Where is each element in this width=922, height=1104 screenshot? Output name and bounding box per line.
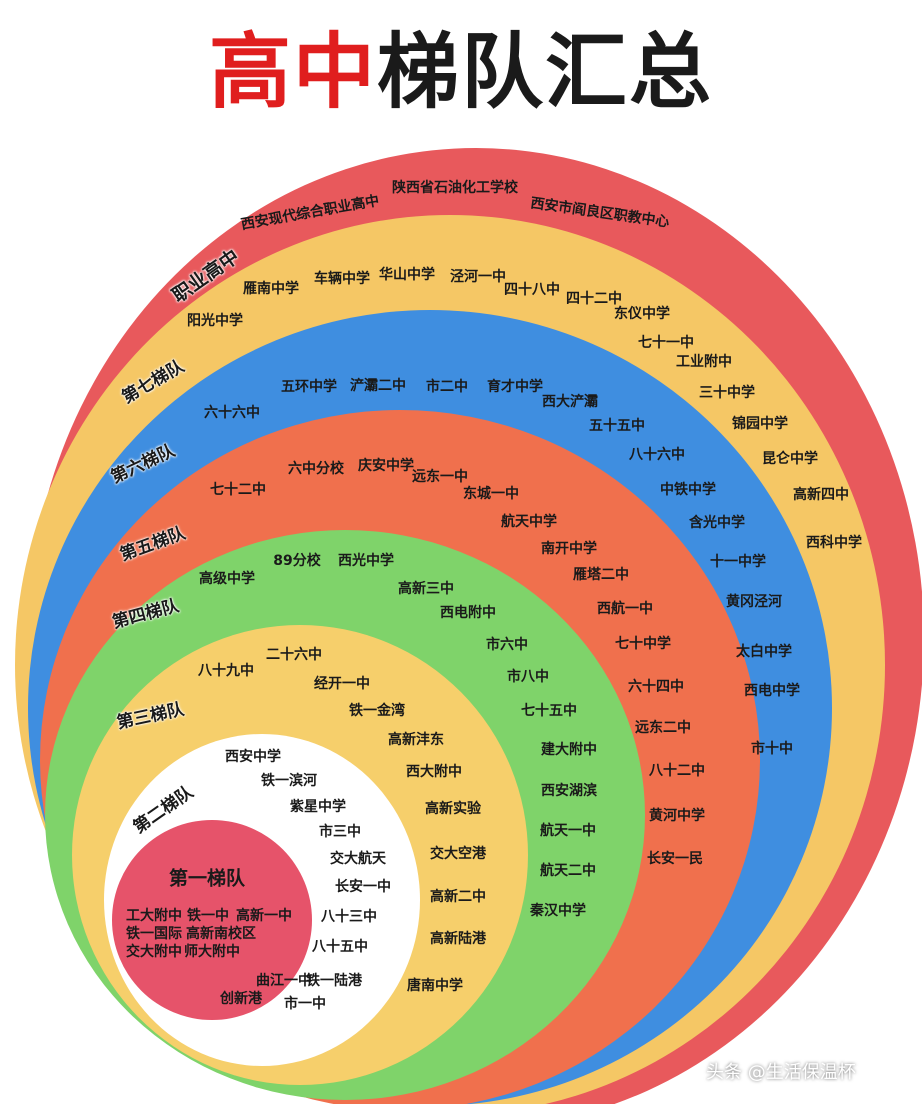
school-label: 西大浐灞 (542, 394, 598, 410)
school-label: 八十五中 (312, 939, 368, 955)
school-label: 育才中学 (487, 379, 543, 395)
school-label: 四十二中 (566, 291, 622, 307)
school-label: 铁一滨河 (261, 773, 317, 789)
school-label: 西大附中 (406, 764, 462, 780)
school-label: 浐灞二中 (350, 378, 406, 394)
school-label: 市六中 (486, 637, 528, 653)
school-label: 四十八中 (504, 282, 560, 298)
school-label: 锦园中学 (732, 416, 788, 432)
school-label: 远东二中 (635, 720, 691, 736)
school-label: 铁一中 (187, 908, 229, 924)
school-label: 黄河中学 (649, 808, 705, 824)
school-label: 航天二中 (540, 863, 596, 879)
school-label: 西航一中 (597, 601, 653, 617)
school-label: 唐南中学 (407, 978, 463, 994)
school-label: 二十六中 (266, 647, 322, 663)
school-label: 七十二中 (210, 482, 266, 498)
school-label: 泾河一中 (450, 269, 506, 285)
school-label: 三十中学 (699, 385, 755, 401)
school-label: 交大空港 (430, 846, 486, 862)
school-label: 八十二中 (649, 763, 705, 779)
school-label: 交大附中 (126, 944, 182, 960)
school-label: 雁南中学 (243, 281, 299, 297)
school-label: 七十五中 (521, 703, 577, 719)
school-label: 七十中学 (615, 636, 671, 652)
school-label: 五环中学 (281, 379, 337, 395)
school-label: 西光中学 (338, 553, 394, 569)
school-label: 师大附中 (184, 944, 240, 960)
school-label: 西电中学 (744, 683, 800, 699)
school-label: 铁一陆港 (306, 973, 362, 989)
school-label: 西电附中 (440, 605, 496, 621)
school-label: 西安中学 (225, 749, 281, 765)
school-label: 高新二中 (430, 889, 486, 905)
school-label: 五十五中 (589, 418, 645, 434)
school-label: 陕西省石油化工学校 (392, 180, 518, 196)
school-label: 高新南校区 (186, 926, 256, 942)
school-label: 市二中 (426, 379, 468, 395)
school-label: 工大附中 (126, 908, 182, 924)
school-label: 含光中学 (689, 515, 745, 531)
school-label: 南开中学 (541, 541, 597, 557)
school-label: 长安一中 (335, 879, 391, 895)
school-label: 八十九中 (198, 663, 254, 679)
school-label: 高新四中 (793, 487, 849, 503)
school-label: 六十六中 (204, 405, 260, 421)
school-label: 车辆中学 (314, 271, 370, 287)
school-label: 七十一中 (638, 335, 694, 351)
school-label: 雁塔二中 (573, 567, 629, 583)
school-label: 六中分校 (288, 461, 344, 477)
school-label: 高级中学 (199, 571, 255, 587)
school-label: 高新沣东 (388, 732, 444, 748)
school-label: 曲江一中 (256, 973, 312, 989)
school-label: 高新三中 (398, 581, 454, 597)
school-label: 经开一中 (314, 676, 370, 692)
school-label: 89分校 (273, 553, 321, 569)
school-label: 八十三中 (321, 909, 377, 925)
school-label: 交大航天 (330, 851, 386, 867)
school-label: 市三中 (319, 824, 361, 840)
school-label: 阳光中学 (187, 313, 243, 329)
school-label: 八十六中 (629, 447, 685, 463)
school-label: 铁一国际 (126, 926, 182, 942)
school-label: 市十中 (751, 741, 793, 757)
school-label: 秦汉中学 (530, 903, 586, 919)
title-rest: 梯队汇总 (377, 24, 714, 120)
school-label: 中铁中学 (660, 482, 716, 498)
school-label: 昆仑中学 (762, 451, 818, 467)
page-title: 高中 梯队汇总 (0, 4, 922, 124)
school-label: 西安湖滨 (541, 783, 597, 799)
school-label: 远东一中 (412, 469, 468, 485)
school-label: 东仪中学 (614, 306, 670, 322)
watermark: 头条 @生活保温杯 (706, 1062, 856, 1083)
school-label: 东城一中 (463, 486, 519, 502)
school-label: 高新陆港 (430, 931, 486, 947)
school-label: 市八中 (507, 669, 549, 685)
school-label: 高新实验 (425, 801, 481, 817)
school-label: 六十四中 (628, 679, 684, 695)
school-label: 长安一民 (647, 851, 703, 867)
tier-label-tier1: 第一梯队 (168, 867, 246, 890)
school-label: 工业附中 (676, 354, 732, 370)
school-label: 紫星中学 (290, 799, 346, 815)
school-label: 十一中学 (710, 554, 766, 570)
school-label: 黄冈泾河 (726, 594, 782, 610)
school-label: 创新港 (220, 991, 262, 1007)
school-label: 建大附中 (541, 742, 597, 758)
school-label: 高新一中 (236, 908, 292, 924)
school-label: 华山中学 (379, 267, 435, 283)
school-label: 航天一中 (540, 823, 596, 839)
ring-tier1 (112, 820, 312, 1020)
school-label: 航天中学 (501, 514, 557, 530)
school-label: 庆安中学 (358, 458, 414, 474)
school-label: 太白中学 (736, 644, 792, 660)
title-highlight: 高中 (208, 24, 377, 120)
school-label: 市一中 (284, 996, 326, 1012)
school-label: 铁一金湾 (349, 703, 405, 719)
school-label: 西科中学 (806, 535, 862, 551)
